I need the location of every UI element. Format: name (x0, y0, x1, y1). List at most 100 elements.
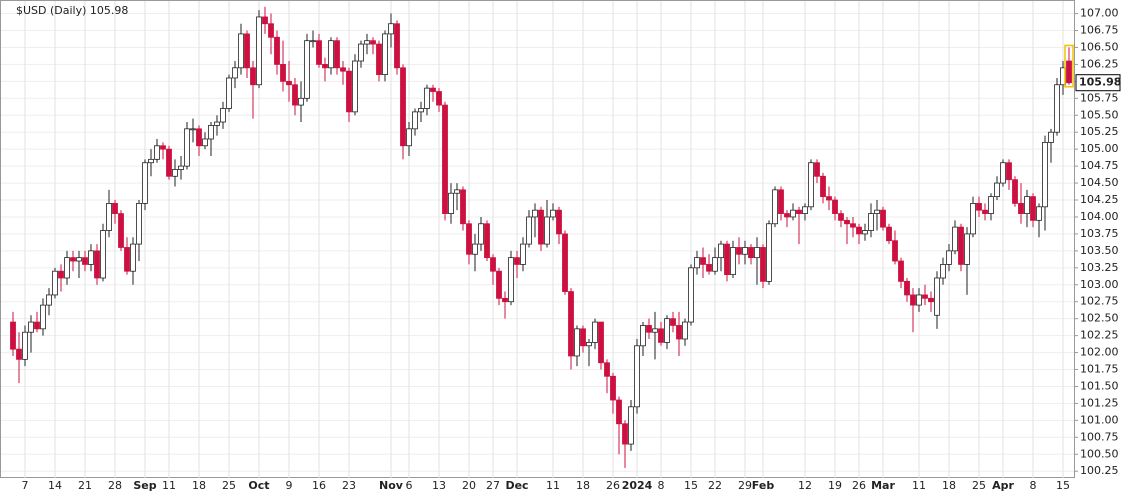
candle-body (1024, 196, 1030, 214)
candle-body (940, 264, 946, 279)
candle-body (904, 280, 910, 296)
candle-body (988, 196, 994, 214)
x-tick-label: 13 (432, 479, 446, 492)
candle-body (22, 331, 28, 360)
y-tick-label: 106.50 (1080, 40, 1119, 53)
candle-body (724, 243, 730, 275)
y-tick-label: 103.25 (1080, 261, 1119, 274)
candle-body (730, 247, 736, 275)
candle-body (736, 247, 742, 255)
candle-body (250, 67, 256, 86)
candle-body (982, 209, 988, 214)
candle-body (352, 60, 358, 113)
y-tick-label: 106.25 (1080, 57, 1119, 70)
x-tick-label: 14 (48, 479, 62, 492)
candle-body (208, 125, 214, 140)
candle-body (802, 206, 808, 214)
candle-body (556, 209, 562, 235)
candle-body (334, 40, 340, 69)
candle-body (622, 423, 628, 445)
candle-body (640, 325, 646, 347)
candle-body (154, 145, 160, 160)
candle-body (256, 16, 262, 86)
y-tick-label: 104.50 (1080, 176, 1119, 189)
x-tick-label: 29 (738, 479, 752, 492)
candle-body (370, 40, 376, 45)
candle-body (502, 297, 508, 303)
candle-body (460, 189, 466, 225)
candle-body (784, 213, 790, 218)
candle-body (1006, 162, 1012, 181)
candle-body (862, 230, 868, 235)
candle-body (1018, 203, 1024, 214)
candle-body (148, 158, 154, 164)
candle-body (838, 213, 844, 221)
candle-body (850, 223, 856, 228)
y-tick-label: 105.75 (1080, 91, 1119, 104)
candle-body (238, 33, 244, 69)
last-highlight (1064, 44, 1074, 88)
candle-body (94, 250, 100, 279)
candle-body (442, 104, 448, 214)
x-tick-label: 18 (576, 479, 590, 492)
candle-body (532, 209, 538, 218)
y-tick-label: 102.25 (1080, 329, 1119, 342)
candle-body (958, 226, 964, 265)
candle-body (166, 148, 172, 177)
candles (10, 6, 1074, 468)
x-tick-label: 22 (708, 479, 722, 492)
candle-body (142, 162, 148, 204)
candle-body (598, 321, 604, 364)
candle-body (898, 260, 904, 282)
candle-body (778, 189, 784, 214)
candle-body (646, 325, 652, 333)
candle-body (994, 182, 1000, 198)
candle-body (676, 325, 682, 340)
x-tick-label: 15 (684, 479, 698, 492)
x-tick-label: Dec (505, 479, 528, 492)
candle-body (76, 257, 82, 262)
candle-body (70, 257, 76, 262)
candle-body (814, 162, 820, 177)
candle-body (1030, 196, 1036, 221)
candle-body (508, 257, 514, 303)
candle-body (406, 128, 412, 147)
candle-body (766, 223, 772, 282)
candle-body (400, 67, 406, 147)
y-tick-label: 100.50 (1080, 447, 1119, 460)
candle-body (304, 40, 310, 99)
candle-body (1036, 206, 1042, 221)
y-tick-label: 101.75 (1080, 363, 1119, 376)
candle-body (544, 216, 550, 245)
candle-body (748, 247, 754, 259)
candle-body (844, 219, 850, 225)
x-tick-label: 2024 (622, 479, 653, 492)
chart-title: $USD (Daily) 105.98 (16, 4, 128, 17)
candle-body (340, 67, 346, 72)
candle-body (394, 23, 400, 69)
price-tag (1075, 74, 1121, 92)
candle-body (976, 203, 982, 211)
candle-body (700, 257, 706, 265)
candle-body (196, 128, 202, 147)
candle-body (280, 64, 286, 82)
candle-body (1054, 84, 1060, 133)
y-tick-label: 103.50 (1080, 244, 1119, 257)
x-tick-label: 23 (342, 479, 356, 492)
candle-body (178, 165, 184, 170)
candle-body (436, 91, 442, 106)
plot-frame (0, 0, 1075, 478)
candle-body (856, 226, 862, 235)
candle-body (922, 294, 928, 299)
y-tick-label: 101.50 (1080, 379, 1119, 392)
candle-body (112, 203, 118, 214)
candle-body (688, 267, 694, 323)
y-tick-label: 101.25 (1080, 396, 1119, 409)
candle-body (382, 33, 388, 75)
x-tick-label: 28 (108, 479, 122, 492)
candle-body (448, 192, 454, 214)
candle-body (970, 203, 976, 235)
candle-body (562, 233, 568, 292)
candle-body (52, 270, 58, 296)
candle-body (868, 213, 874, 231)
